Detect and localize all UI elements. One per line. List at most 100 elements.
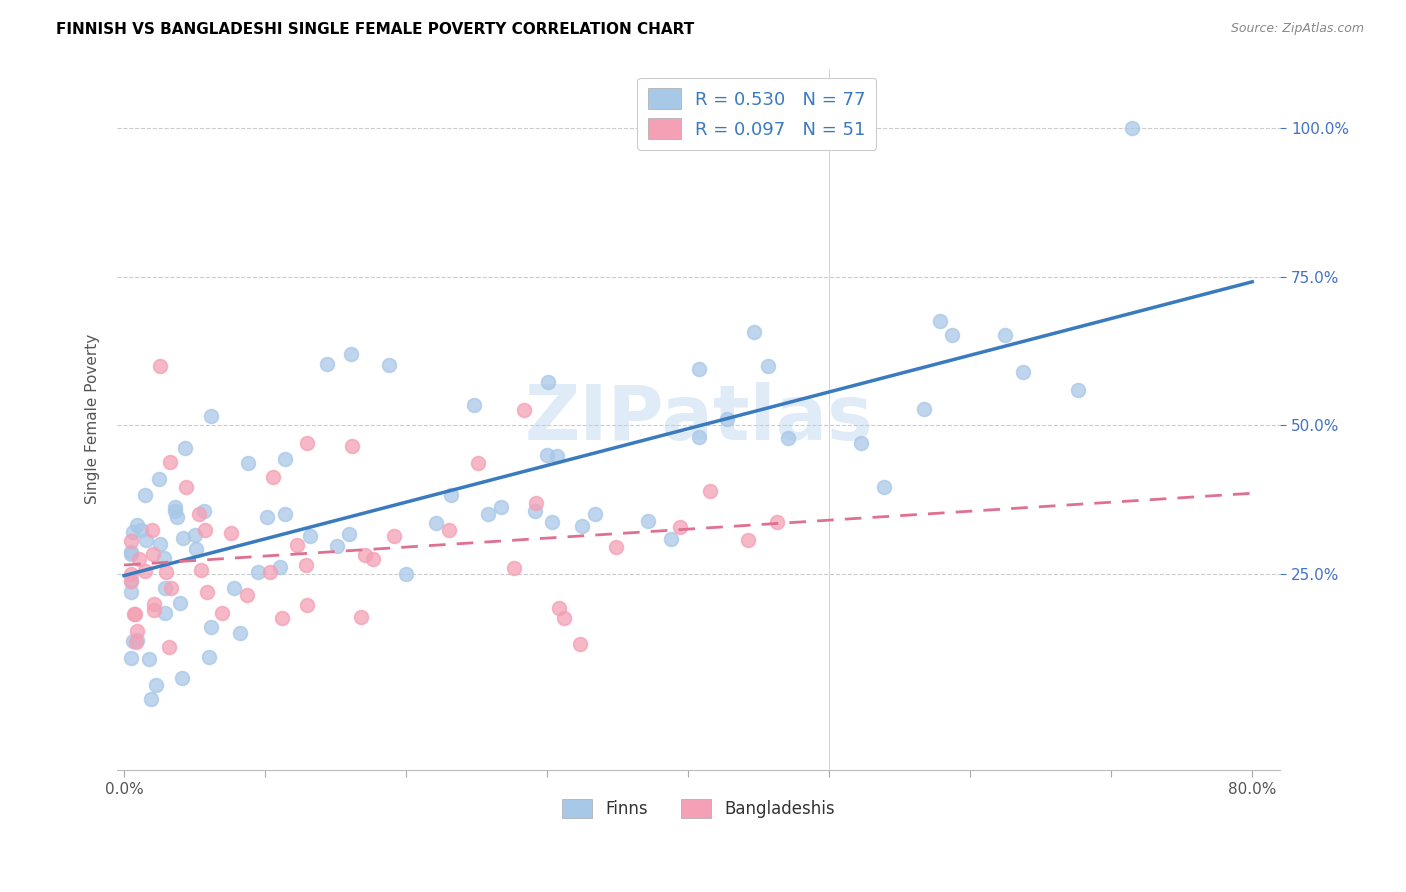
- Point: [339, 347, 361, 361]
- Point: [122, 524, 145, 539]
- Point: [193, 504, 215, 518]
- Point: [513, 403, 536, 417]
- Point: [273, 451, 295, 466]
- Point: [756, 359, 779, 373]
- Point: [378, 359, 401, 373]
- Point: [583, 507, 606, 521]
- Point: [172, 671, 194, 685]
- Point: [259, 566, 281, 580]
- Point: [395, 567, 418, 582]
- Point: [361, 551, 384, 566]
- Point: [503, 561, 526, 575]
- Point: [211, 606, 233, 620]
- Point: [668, 520, 690, 534]
- Point: [571, 519, 593, 533]
- Point: [382, 529, 405, 543]
- Point: [160, 581, 183, 595]
- Point: [316, 357, 339, 371]
- Point: [120, 545, 142, 559]
- Point: [125, 635, 148, 649]
- Text: FINNISH VS BANGLADESHI SINGLE FEMALE POVERTY CORRELATION CHART: FINNISH VS BANGLADESHI SINGLE FEMALE POV…: [56, 22, 695, 37]
- Point: [125, 624, 148, 638]
- Point: [127, 632, 149, 647]
- Point: [688, 430, 710, 444]
- Point: [157, 640, 180, 654]
- Point: [235, 588, 257, 602]
- Point: [135, 533, 157, 548]
- Point: [295, 558, 318, 572]
- Point: [142, 602, 165, 616]
- Point: [143, 597, 166, 611]
- Y-axis label: Single Female Poverty: Single Female Poverty: [86, 334, 100, 504]
- Point: [605, 541, 627, 555]
- Point: [159, 455, 181, 469]
- Point: [477, 507, 499, 521]
- Point: [139, 691, 162, 706]
- Point: [440, 488, 463, 502]
- Point: [172, 531, 194, 545]
- Point: [716, 412, 738, 426]
- Point: [872, 480, 894, 494]
- Point: [467, 456, 489, 470]
- Point: [928, 314, 950, 328]
- Point: [174, 441, 197, 455]
- Point: [540, 515, 562, 529]
- Point: [354, 548, 377, 562]
- Point: [295, 598, 318, 612]
- Point: [912, 401, 935, 416]
- Point: [155, 582, 177, 596]
- Point: [270, 611, 292, 625]
- Point: [285, 539, 308, 553]
- Point: [128, 552, 150, 566]
- Point: [153, 550, 176, 565]
- Point: [183, 528, 205, 542]
- Point: [120, 547, 142, 561]
- Point: [198, 650, 221, 665]
- Point: [222, 581, 245, 595]
- Point: [120, 651, 142, 665]
- Point: [120, 585, 142, 599]
- Point: [546, 449, 568, 463]
- Point: [200, 409, 222, 423]
- Point: [849, 436, 872, 450]
- Point: [463, 398, 485, 412]
- Point: [688, 361, 710, 376]
- Point: [134, 564, 156, 578]
- Point: [737, 533, 759, 548]
- Point: [149, 359, 172, 373]
- Point: [699, 483, 721, 498]
- Point: [524, 496, 547, 510]
- Point: [994, 328, 1017, 343]
- Point: [141, 523, 163, 537]
- Point: [269, 559, 291, 574]
- Point: [163, 504, 186, 518]
- Point: [155, 565, 177, 579]
- Point: [134, 488, 156, 502]
- Point: [298, 529, 321, 543]
- Point: [659, 532, 682, 546]
- Point: [149, 537, 172, 551]
- Point: [120, 574, 142, 588]
- Point: [437, 523, 460, 537]
- Point: [536, 448, 558, 462]
- Point: [195, 584, 218, 599]
- Point: [274, 508, 297, 522]
- Point: [744, 326, 766, 340]
- Point: [236, 456, 259, 470]
- Point: [194, 523, 217, 537]
- Point: [295, 435, 318, 450]
- Point: [326, 539, 349, 553]
- Point: [165, 500, 187, 515]
- Point: [1067, 383, 1090, 397]
- Point: [122, 607, 145, 621]
- Point: [174, 480, 197, 494]
- Point: [124, 607, 146, 621]
- Point: [637, 514, 659, 528]
- Point: [425, 516, 447, 530]
- Point: [776, 431, 799, 445]
- Point: [120, 534, 142, 549]
- Text: ZIPatlas: ZIPatlas: [524, 383, 873, 457]
- Point: [190, 563, 212, 577]
- Legend: Finns, Bangladeshis: Finns, Bangladeshis: [555, 792, 842, 825]
- Point: [489, 500, 512, 514]
